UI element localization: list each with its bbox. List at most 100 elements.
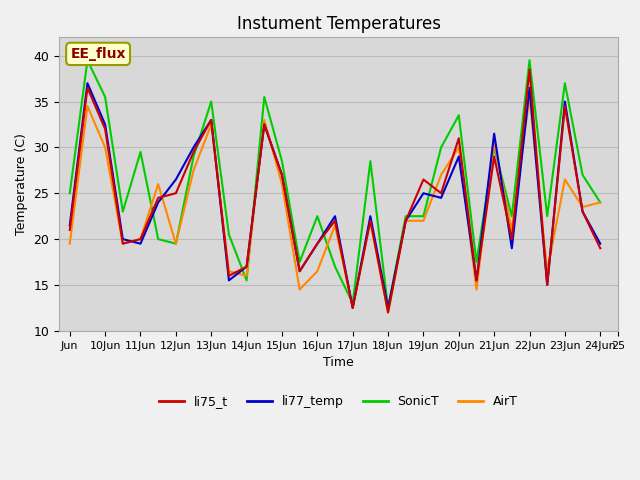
SonicT xyxy=(296,259,303,265)
li75_t xyxy=(543,282,551,288)
AirT xyxy=(260,117,268,123)
li77_temp xyxy=(172,177,180,182)
Text: EE_flux: EE_flux xyxy=(70,47,126,61)
li77_temp xyxy=(101,121,109,127)
AirT xyxy=(331,222,339,228)
li77_temp xyxy=(278,172,286,178)
AirT xyxy=(508,227,516,233)
AirT xyxy=(402,218,410,224)
li75_t xyxy=(119,241,127,247)
SonicT xyxy=(66,191,74,196)
li77_temp xyxy=(420,191,428,196)
li75_t xyxy=(384,310,392,315)
SonicT xyxy=(490,144,498,150)
SonicT xyxy=(331,264,339,269)
li77_temp xyxy=(525,85,533,91)
li75_t xyxy=(472,277,480,283)
li77_temp xyxy=(437,195,445,201)
AirT xyxy=(579,204,586,210)
li75_t xyxy=(260,121,268,127)
AirT xyxy=(189,168,197,173)
li77_temp xyxy=(472,277,480,283)
Line: li77_temp: li77_temp xyxy=(70,83,600,308)
X-axis label: Time: Time xyxy=(323,356,354,369)
SonicT xyxy=(101,94,109,100)
li75_t xyxy=(243,264,250,269)
Line: li75_t: li75_t xyxy=(70,70,600,312)
Title: Instument Temperatures: Instument Temperatures xyxy=(237,15,440,33)
AirT xyxy=(154,181,162,187)
AirT xyxy=(420,218,428,224)
li75_t xyxy=(154,195,162,201)
AirT xyxy=(101,144,109,150)
AirT xyxy=(119,241,127,247)
AirT xyxy=(367,218,374,224)
li75_t xyxy=(331,218,339,224)
li77_temp xyxy=(207,117,215,123)
li75_t xyxy=(296,268,303,274)
li75_t xyxy=(101,126,109,132)
AirT xyxy=(243,273,250,279)
SonicT xyxy=(402,213,410,219)
SonicT xyxy=(367,158,374,164)
AirT xyxy=(472,287,480,292)
AirT xyxy=(543,268,551,274)
SonicT xyxy=(561,80,569,86)
SonicT xyxy=(189,154,197,159)
li75_t xyxy=(225,273,233,279)
SonicT xyxy=(119,209,127,215)
SonicT xyxy=(154,236,162,242)
li77_temp xyxy=(331,213,339,219)
SonicT xyxy=(437,144,445,150)
AirT xyxy=(207,121,215,127)
li77_temp xyxy=(490,131,498,136)
li75_t xyxy=(349,305,356,311)
AirT xyxy=(296,287,303,292)
SonicT xyxy=(243,277,250,283)
SonicT xyxy=(455,112,463,118)
li77_temp xyxy=(119,236,127,242)
li75_t xyxy=(278,172,286,178)
AirT xyxy=(455,144,463,150)
li77_temp xyxy=(260,121,268,127)
li75_t xyxy=(437,191,445,196)
AirT xyxy=(278,181,286,187)
li77_temp xyxy=(137,241,145,247)
li75_t xyxy=(508,236,516,242)
li77_temp xyxy=(225,277,233,283)
AirT xyxy=(137,236,145,242)
li77_temp xyxy=(154,200,162,205)
li77_temp xyxy=(367,213,374,219)
li75_t xyxy=(66,227,74,233)
li75_t xyxy=(84,85,92,91)
li77_temp xyxy=(314,241,321,247)
li77_temp xyxy=(349,305,356,311)
li77_temp xyxy=(84,80,92,86)
li75_t xyxy=(561,103,569,109)
AirT xyxy=(490,140,498,146)
li75_t xyxy=(314,241,321,247)
SonicT xyxy=(579,172,586,178)
li75_t xyxy=(137,236,145,242)
li77_temp xyxy=(384,305,392,311)
Line: SonicT: SonicT xyxy=(70,60,600,308)
li75_t xyxy=(172,191,180,196)
SonicT xyxy=(384,305,392,311)
AirT xyxy=(84,103,92,109)
Legend: li75_t, li77_temp, SonicT, AirT: li75_t, li77_temp, SonicT, AirT xyxy=(154,390,523,413)
SonicT xyxy=(225,232,233,238)
li75_t xyxy=(596,245,604,251)
SonicT xyxy=(172,241,180,247)
AirT xyxy=(525,94,533,100)
SonicT xyxy=(420,213,428,219)
li77_temp xyxy=(596,241,604,247)
li77_temp xyxy=(296,268,303,274)
AirT xyxy=(596,200,604,205)
AirT xyxy=(225,268,233,274)
li77_temp xyxy=(189,144,197,150)
SonicT xyxy=(525,58,533,63)
AirT xyxy=(66,241,74,247)
AirT xyxy=(349,305,356,311)
SonicT xyxy=(314,213,321,219)
SonicT xyxy=(137,149,145,155)
